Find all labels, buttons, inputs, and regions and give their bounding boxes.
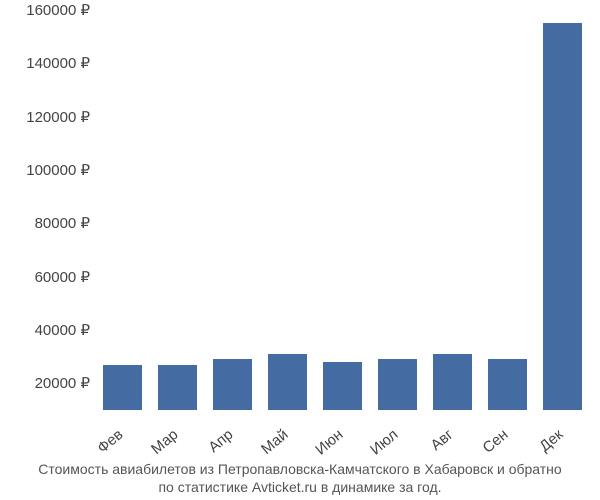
- x-tick-label: Авг: [427, 426, 456, 454]
- x-tick-label: Июл: [367, 426, 401, 459]
- y-tick-label: 40000 ₽: [5, 321, 90, 339]
- y-tick-label: 80000 ₽: [5, 214, 90, 232]
- bar: [268, 354, 308, 410]
- bar: [378, 359, 418, 410]
- x-tick-label: Фев: [94, 426, 126, 457]
- y-tick-label: 120000 ₽: [5, 108, 90, 126]
- plot-area: [95, 10, 590, 410]
- x-tick-label: Май: [258, 426, 291, 458]
- x-tick-label: Июн: [312, 426, 346, 459]
- x-tick-label: Мар: [148, 426, 181, 458]
- bar: [158, 365, 198, 410]
- x-tick-label: Апр: [205, 426, 236, 456]
- x-tick-label: Дек: [536, 426, 566, 455]
- x-tick-label: Сен: [479, 426, 511, 457]
- y-tick-label: 160000 ₽: [5, 1, 90, 19]
- bar: [323, 362, 363, 410]
- bar: [488, 359, 528, 410]
- chart-caption-line-1: Стоимость авиабилетов из Петропавловска-…: [0, 460, 600, 479]
- y-tick-label: 100000 ₽: [5, 161, 90, 179]
- bar: [213, 359, 253, 410]
- bar: [103, 365, 143, 410]
- y-tick-label: 20000 ₽: [5, 374, 90, 392]
- price-dynamics-chart: 20000 ₽ 40000 ₽ 60000 ₽ 80000 ₽ 100000 ₽ 1200…: [0, 0, 600, 500]
- bar: [543, 23, 583, 410]
- y-tick-label: 140000 ₽: [5, 54, 90, 72]
- y-tick-label: 60000 ₽: [5, 268, 90, 286]
- bar: [433, 354, 473, 410]
- chart-caption-line-2: по статистике Avticket.ru в динамике за …: [0, 478, 600, 497]
